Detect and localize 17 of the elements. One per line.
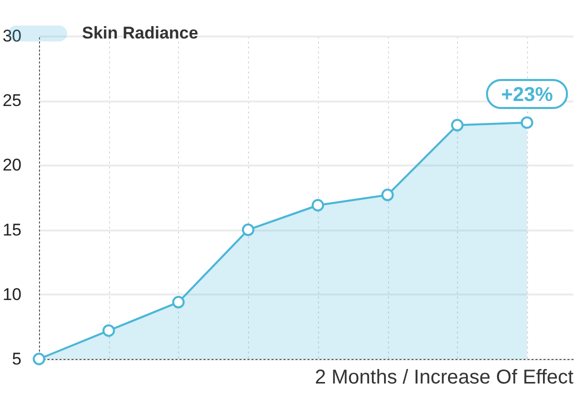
y-tick-label: 25 — [2, 91, 22, 110]
point — [520, 116, 534, 129]
legend-label: Skin Radiance — [82, 24, 198, 42]
x-axis-title: 2 Months / Increase Of Effect — [314, 366, 574, 388]
point — [451, 118, 464, 132]
annotation: +23% — [501, 84, 554, 106]
y-tick-label: 30 — [2, 26, 22, 46]
point — [32, 352, 46, 366]
point — [242, 224, 254, 236]
point — [172, 296, 185, 308]
point — [312, 199, 324, 212]
point — [102, 324, 115, 337]
y-tick-label: 20 — [2, 156, 22, 175]
y-tick-label: 5 — [12, 350, 22, 368]
y-tick-label: 10 — [2, 284, 22, 304]
y-tick-label: 15 — [2, 220, 22, 240]
point — [381, 188, 394, 202]
